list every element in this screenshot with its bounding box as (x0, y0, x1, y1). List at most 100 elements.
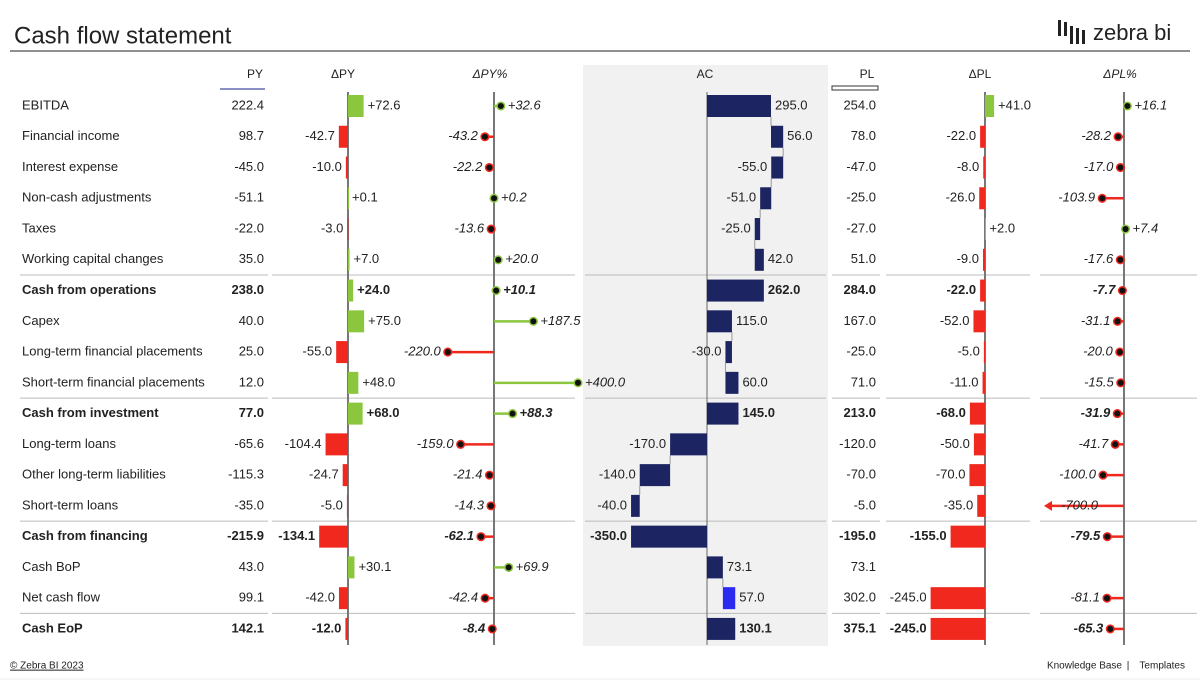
waterfall-label: 130.1 (739, 620, 772, 635)
row-label: Other long-term liabilities (22, 467, 166, 482)
pin-head (1112, 316, 1123, 326)
variance-label: -35.0 (944, 497, 974, 512)
pin-label: +7.4 (1133, 220, 1159, 235)
variance-label: +41.0 (998, 97, 1031, 112)
row-label: Long-term financial placements (22, 344, 203, 359)
pin-label: -220.0 (404, 344, 442, 359)
waterfall-bar (707, 95, 772, 117)
variance-bar (336, 341, 348, 364)
row-label: Taxes (22, 220, 56, 235)
row-label: EBITDA (22, 97, 69, 112)
variance-label: -68.0 (936, 405, 966, 420)
variance-bar (338, 587, 348, 610)
waterfall-label: -40.0 (597, 497, 627, 512)
pin-head (1110, 439, 1120, 449)
variance-label: -5.0 (321, 497, 343, 512)
waterfall-bar (771, 156, 784, 179)
pin-head (480, 593, 490, 603)
variance-bar (985, 218, 986, 241)
value: 375.1 (843, 620, 876, 635)
variance-bar (346, 494, 348, 517)
row-label: Short-term loans (22, 497, 119, 512)
waterfall-bar (722, 587, 736, 610)
value: -65.6 (234, 436, 264, 451)
pin-label: -42.4 (448, 590, 478, 605)
variance-bar (348, 556, 355, 579)
variance-bar (348, 279, 354, 302)
column-header: PL (860, 67, 875, 81)
waterfall-label: -140.0 (599, 467, 636, 482)
row-label: Non-cash adjustments (22, 190, 152, 205)
py-marker (220, 88, 265, 90)
pin-head (456, 439, 466, 449)
row-label: Working capital changes (22, 251, 164, 266)
ac-background (583, 65, 828, 646)
pin-head (491, 286, 501, 296)
value: 43.0 (239, 559, 264, 574)
value: -27.0 (846, 220, 876, 235)
pin-label: +69.9 (516, 559, 549, 574)
variance-bar (348, 310, 365, 333)
variance-label: -245.0 (890, 620, 927, 635)
value: 142.1 (231, 620, 264, 635)
copyright[interactable]: © Zebra BI 2023 (10, 661, 84, 672)
variance-bar (983, 156, 985, 179)
variance-bar (348, 187, 349, 210)
variance-label: -50.0 (940, 436, 970, 451)
pin-head (1102, 532, 1112, 542)
waterfall-label: 60.0 (742, 374, 767, 389)
pin-label: -20.0 (1083, 344, 1113, 359)
row-label: Net cash flow (22, 590, 101, 605)
variance-label: +24.0 (357, 282, 390, 297)
variance-bar (973, 433, 985, 456)
waterfall-label: 115.0 (736, 313, 768, 328)
variance-bar (930, 587, 985, 610)
footer-separator: | (1127, 661, 1130, 672)
value: -5.0 (854, 497, 876, 512)
value: 213.0 (843, 405, 876, 420)
variance-label: -155.0 (910, 528, 947, 543)
pin-label: -14.3 (454, 497, 484, 512)
variance-label: -52.0 (940, 313, 970, 328)
value: -47.0 (846, 159, 876, 174)
value: -25.0 (846, 344, 876, 359)
pin-label: -700.0 (1061, 497, 1099, 512)
footer-link[interactable]: Templates (1139, 661, 1185, 672)
column-header: AC (697, 67, 714, 81)
value: -51.1 (234, 190, 264, 205)
pin-label: -159.0 (417, 436, 455, 451)
pin-label: -22.2 (453, 159, 483, 174)
value: -120.0 (839, 436, 876, 451)
variance-bar (969, 464, 985, 487)
variance-bar (977, 494, 985, 517)
waterfall-bar (771, 125, 784, 148)
value: 25.0 (239, 344, 264, 359)
pin-label: +32.6 (508, 97, 542, 112)
waterfall-label: 42.0 (768, 251, 793, 266)
pin-head (1115, 255, 1125, 265)
waterfall-label: -30.0 (692, 344, 722, 359)
pin-arrow (1044, 500, 1052, 511)
variance-label: -42.7 (305, 128, 335, 143)
pin-head (507, 409, 518, 419)
pin-head (1113, 132, 1123, 142)
row-label: Cash from operations (22, 282, 156, 297)
footer-link[interactable]: Knowledge Base (1047, 661, 1122, 672)
value: 99.1 (239, 590, 264, 605)
pin-label: -17.6 (1084, 251, 1114, 266)
waterfall-label: 57.0 (739, 590, 764, 605)
value: 254.0 (843, 97, 876, 112)
pin-head (1105, 624, 1115, 634)
pin-label: -81.1 (1070, 590, 1100, 605)
variance-bar (980, 279, 985, 302)
variance-bar (973, 310, 985, 333)
variance-label: -3.0 (321, 220, 343, 235)
pin-label: -31.1 (1081, 313, 1111, 328)
variance-bar (969, 402, 985, 425)
waterfall-label: -170.0 (629, 436, 666, 451)
row-label: Capex (22, 313, 60, 328)
pin-head (487, 624, 497, 634)
row-label: Cash from investment (22, 405, 159, 420)
row-label: Cash from financing (22, 528, 148, 543)
